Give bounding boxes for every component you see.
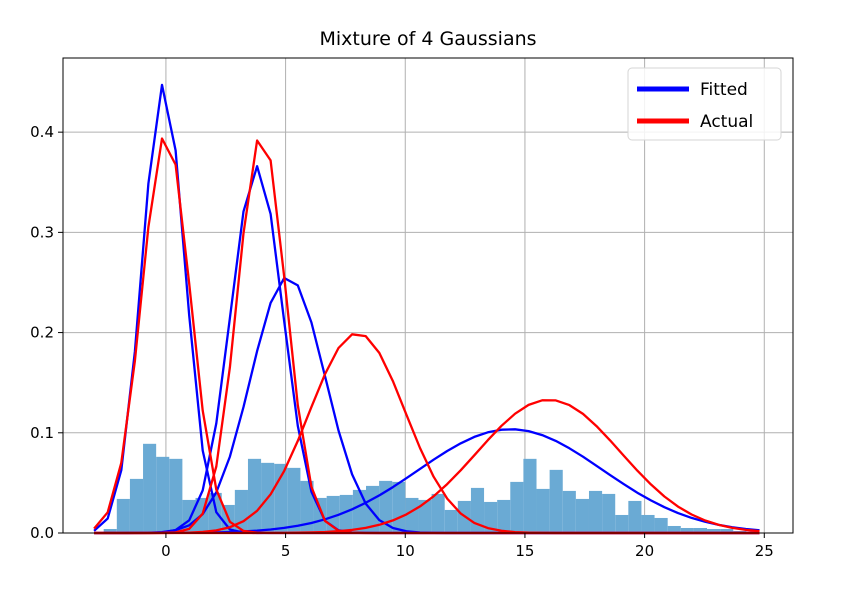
histogram-bar <box>497 499 511 533</box>
histogram-bar <box>169 458 183 533</box>
histogram-bar <box>352 489 367 533</box>
x-tick-label: 15 <box>515 542 534 560</box>
series-line-fitted <box>94 165 760 535</box>
y-tick-label: 0.3 <box>30 223 54 241</box>
plot-frame <box>62 57 794 534</box>
histogram-bar <box>444 509 458 533</box>
y-tick-label: 0.2 <box>30 324 54 342</box>
series-line-fitted <box>94 276 760 535</box>
histogram-bar <box>562 490 576 533</box>
histogram-bar <box>575 498 589 533</box>
histogram-bar <box>234 489 248 533</box>
histogram-bar <box>339 494 353 533</box>
histogram-bar <box>208 492 222 533</box>
histogram-bar <box>274 463 288 533</box>
histogram-bar <box>431 493 445 533</box>
histogram-bar <box>720 528 734 533</box>
histogram-bar <box>693 527 708 533</box>
histogram-bar <box>588 490 603 533</box>
histogram-bar <box>392 481 406 533</box>
series-line-actual <box>93 137 760 535</box>
histogram-bar <box>103 528 117 533</box>
x-tick-label: 25 <box>755 542 774 560</box>
histogram-bar <box>707 528 721 533</box>
x-tick-label: 5 <box>281 542 291 560</box>
legend-label: Actual <box>700 112 753 132</box>
histogram-bar <box>116 498 130 533</box>
histogram-bar <box>484 501 498 533</box>
histogram-bar <box>156 456 170 533</box>
ticks: 0 5 10 15 20 25 0.0 0.1 0.2 0.3 0.4 <box>30 123 774 560</box>
histogram-bar <box>602 493 616 533</box>
histogram-bar <box>536 488 550 533</box>
histogram <box>103 443 760 533</box>
x-tick-label: 20 <box>635 542 654 560</box>
histogram-bar <box>549 469 563 533</box>
chart-title: Mixture of 4 Gaussians <box>319 28 536 50</box>
legend-label: Fitted <box>700 80 748 100</box>
histogram-bar <box>667 525 681 533</box>
histogram-bar <box>129 478 144 533</box>
y-tick-label: 0.1 <box>30 424 54 442</box>
histogram-bar <box>300 480 314 533</box>
y-tick-label: 0.0 <box>30 524 54 542</box>
histogram-bar <box>287 467 301 533</box>
histogram-bar <box>523 458 537 533</box>
x-tick-label: 10 <box>396 542 415 560</box>
histogram-bar <box>418 499 432 533</box>
x-tick-label: 0 <box>161 542 171 560</box>
y-tick-label: 0.4 <box>30 123 54 141</box>
histogram-bar <box>654 517 668 533</box>
histogram-bar <box>405 497 419 533</box>
series-line-fitted <box>93 83 760 535</box>
histogram-bar <box>510 481 524 533</box>
curves <box>93 83 760 535</box>
histogram-bar <box>247 458 262 533</box>
histogram-bar <box>628 500 642 533</box>
histogram-bar <box>641 514 655 533</box>
histogram-bar <box>313 497 327 533</box>
histogram-bar <box>615 514 629 533</box>
histogram-bar <box>680 527 694 533</box>
legend: Fitted Actual <box>627 67 782 141</box>
histogram-bar <box>143 443 157 533</box>
